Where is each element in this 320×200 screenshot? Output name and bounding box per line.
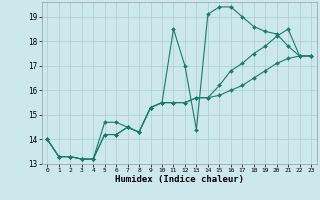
X-axis label: Humidex (Indice chaleur): Humidex (Indice chaleur) [115, 175, 244, 184]
